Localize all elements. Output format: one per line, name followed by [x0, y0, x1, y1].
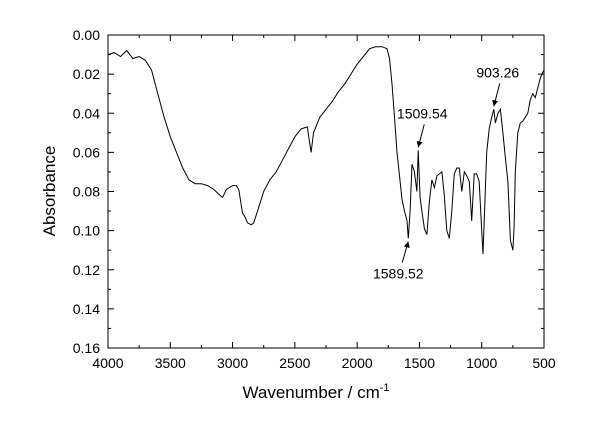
x-tick-label: 1000 [466, 355, 497, 371]
spectrum-line [107, 46, 545, 255]
y-tick-label: 0.10 [73, 223, 100, 239]
x-axis-title: Wavenumber / cm-1 [242, 382, 389, 402]
axis-ticks [107, 34, 545, 349]
x-tick-label: 4000 [92, 355, 123, 371]
y-tick-label: 0.02 [73, 66, 100, 82]
y-tick-label: 0.08 [73, 184, 100, 200]
y-tick-label: 0.12 [73, 262, 100, 278]
x-axis-title-superscript: -1 [380, 382, 390, 394]
x-tick-label: 3500 [155, 355, 186, 371]
plot-frame [107, 34, 545, 349]
annotation-arrow-head [492, 99, 499, 107]
x-tick-label: 3000 [217, 355, 248, 371]
y-tick-label: 0.14 [73, 301, 100, 317]
peak-label: 1589.52 [373, 265, 424, 281]
x-tick-label: 1500 [404, 355, 435, 371]
y-tick-label: 0.16 [73, 340, 100, 356]
peak-label: 1509.54 [397, 105, 448, 121]
y-axis-title: Absorbance [40, 146, 59, 237]
x-tick-label: 2500 [279, 355, 310, 371]
peak-annotations: 1589.52 1509.54 903.26 [373, 64, 519, 281]
y-tick-label: 0.04 [73, 105, 100, 121]
y-tick-label: 0.00 [73, 27, 100, 43]
x-axis-title-main: Wavenumber / cm [242, 383, 379, 402]
annotation-arrow-head [403, 241, 410, 248]
axis-tick-labels: 4000 3500 3000 2500 2000 1500 1000 500 0.00 0.02 0… [73, 27, 556, 371]
peak-label: 903.26 [476, 64, 519, 80]
y-tick-label: 0.06 [73, 144, 100, 160]
x-tick-label: 500 [532, 355, 556, 371]
annotation-arrow-head [416, 140, 423, 148]
x-tick-label: 2000 [342, 355, 373, 371]
